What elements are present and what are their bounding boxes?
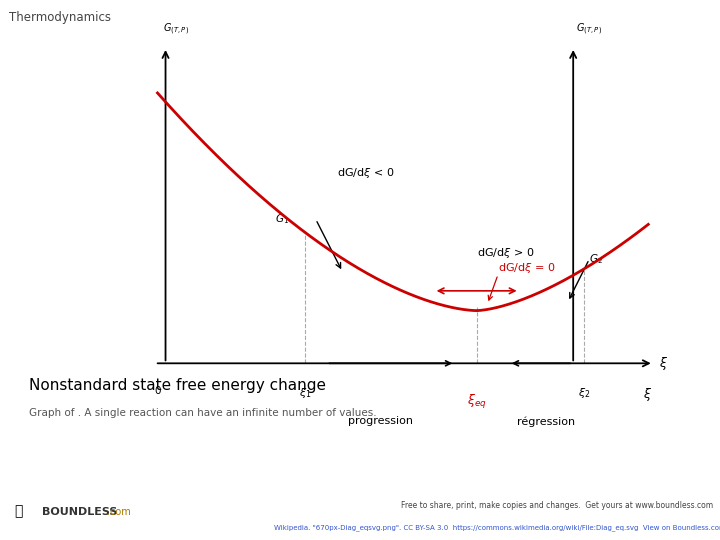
- Text: Nonstandard state free energy change: Nonstandard state free energy change: [29, 378, 325, 393]
- Text: Graph of . A single reaction can have an infinite number of values.: Graph of . A single reaction can have an…: [29, 408, 377, 418]
- Text: Free to share, print, make copies and changes.  Get yours at www.boundless.com: Free to share, print, make copies and ch…: [400, 501, 713, 510]
- Text: 🌿: 🌿: [14, 504, 23, 518]
- Text: $\xi_2$: $\xi_2$: [577, 387, 590, 400]
- Text: $G_2$: $G_2$: [589, 252, 603, 266]
- Text: régression: régression: [517, 416, 575, 427]
- Text: $G_{(T,P)}$: $G_{(T,P)}$: [576, 22, 602, 37]
- Text: dG/d$\xi$ < 0: dG/d$\xi$ < 0: [337, 166, 395, 180]
- Text: dG/d$\xi$ > 0: dG/d$\xi$ > 0: [477, 246, 534, 260]
- Text: $\xi$: $\xi$: [643, 387, 652, 403]
- Text: $\xi_{eq}$: $\xi_{eq}$: [467, 393, 487, 411]
- Text: dG/d$\xi$ = 0: dG/d$\xi$ = 0: [498, 261, 556, 275]
- Text: 0: 0: [155, 387, 161, 396]
- Text: Thermodynamics: Thermodynamics: [9, 11, 111, 24]
- Text: $\xi_1$: $\xi_1$: [299, 387, 311, 400]
- Text: $G_{(T,P)}$: $G_{(T,P)}$: [163, 22, 189, 37]
- Text: $G_1$: $G_1$: [275, 212, 289, 226]
- Text: Wikipedia. "670px-Diag_eqsvg.png". CC BY-SA 3.0  https://commons.wikimedia.org/w: Wikipedia. "670px-Diag_eqsvg.png". CC BY…: [274, 524, 720, 530]
- Text: .com: .com: [107, 507, 130, 517]
- Text: progression: progression: [348, 416, 413, 426]
- Text: BOUNDLESS: BOUNDLESS: [42, 507, 117, 517]
- Text: $\xi$: $\xi$: [659, 355, 668, 372]
